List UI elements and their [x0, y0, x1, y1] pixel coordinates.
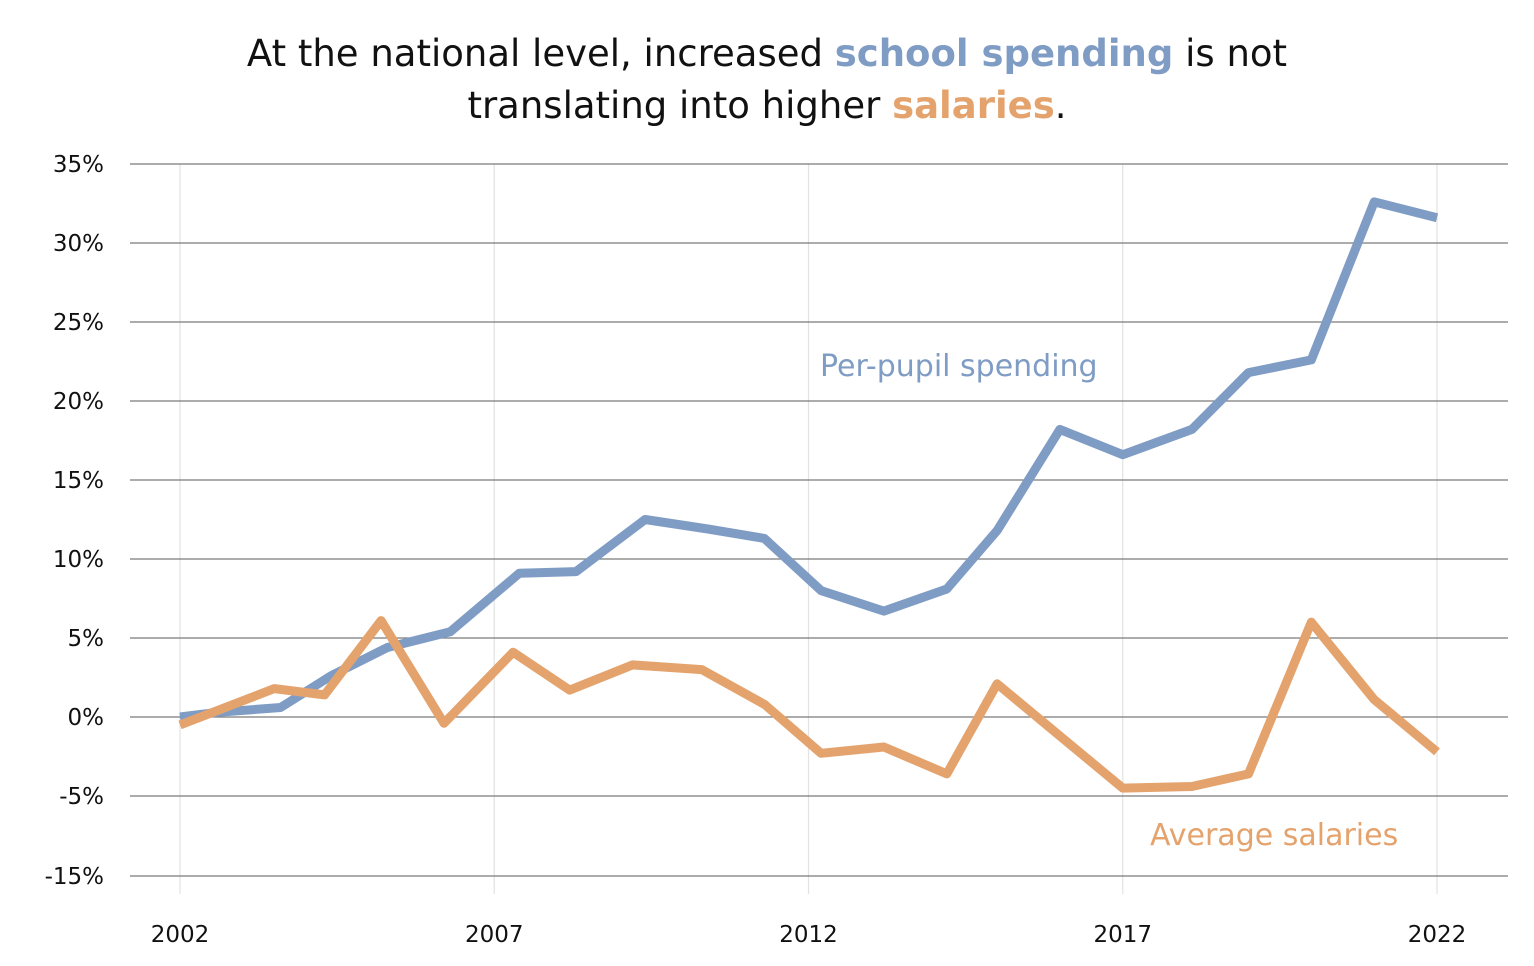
- horizontal-gridlines: [130, 163, 1508, 877]
- title-text-4: .: [1054, 84, 1067, 127]
- x-tick-label: 2007: [465, 922, 524, 948]
- y-axis-ticks: 35% 30% 25% 20% 15% 10% 5% 0% -5% -15%: [45, 152, 104, 890]
- x-tick-label: 2017: [1093, 922, 1152, 948]
- title-text-2: is not: [1173, 32, 1288, 75]
- x-axis-ticks: 2002 2007 2012 2017 2022: [151, 922, 1467, 948]
- y-tick-label: 30%: [53, 231, 104, 257]
- x-tick-label: 2002: [151, 922, 210, 948]
- series-label-salaries: Average salaries: [1150, 818, 1398, 853]
- y-tick-label: 20%: [53, 389, 104, 415]
- y-tick-label: 25%: [53, 310, 104, 336]
- x-tick-label: 2022: [1408, 922, 1467, 948]
- y-tick-label: 10%: [53, 547, 104, 573]
- title-highlight-spending: school spending: [834, 32, 1174, 75]
- title-highlight-salaries: salaries: [892, 84, 1055, 127]
- title-text-1: At the national level, increased: [246, 32, 835, 75]
- series-line-spending: [179, 197, 1439, 722]
- y-tick-label: 35%: [53, 152, 104, 178]
- series-line-salaries: [178, 616, 1440, 793]
- title-line-2: translating into higher salaries.: [0, 80, 1534, 132]
- series-lines: [178, 197, 1440, 793]
- y-tick-label: 15%: [53, 468, 104, 494]
- y-tick-label: 5%: [68, 626, 105, 652]
- y-tick-label: -15%: [45, 864, 104, 890]
- title-text-3: translating into higher: [467, 84, 893, 127]
- x-tick-label: 2012: [779, 922, 838, 948]
- y-tick-label: -5%: [59, 784, 104, 810]
- title-line-1: At the national level, increased school …: [0, 28, 1534, 80]
- chart-title: At the national level, increased school …: [0, 28, 1534, 132]
- vertical-gridlines: [179, 164, 1438, 894]
- y-tick-label: 0%: [68, 705, 105, 731]
- series-label-spending: Per-pupil spending: [820, 349, 1098, 384]
